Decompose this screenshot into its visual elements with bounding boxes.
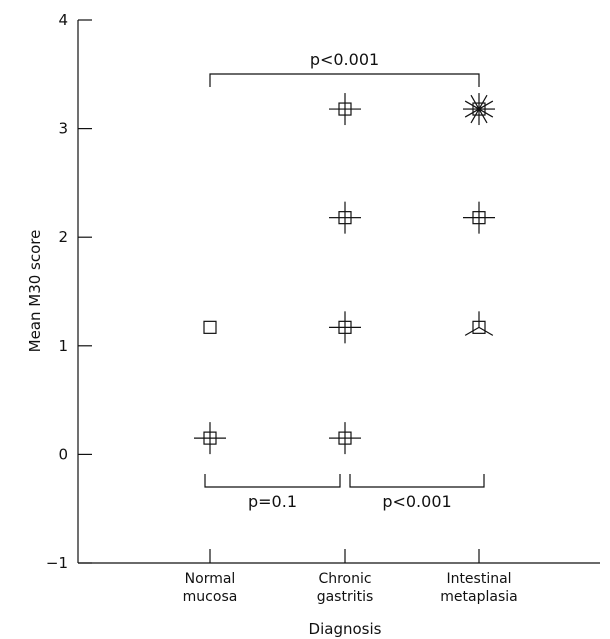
x-axis-title: Diagnosis xyxy=(309,620,382,638)
significance-label: p=0.1 xyxy=(248,492,297,511)
x-tick-label: Chronic xyxy=(318,571,371,587)
data-point xyxy=(194,422,226,455)
data-point xyxy=(464,311,494,336)
x-tick-label: metaplasia xyxy=(440,589,517,605)
data-point xyxy=(329,422,361,455)
data-point xyxy=(463,201,495,234)
significance-label: p<0.001 xyxy=(382,492,451,511)
significance-brackets: p<0.001 p=0.1 p<0.001 xyxy=(204,50,485,511)
x-tick-label: Normal xyxy=(185,571,236,587)
significance-bracket: p<0.001 xyxy=(209,50,480,87)
y-tick-label: 4 xyxy=(58,11,68,29)
data-point xyxy=(463,93,495,126)
data-point xyxy=(329,201,361,234)
axes xyxy=(77,20,600,564)
data-point xyxy=(329,311,361,344)
x-tick-label: mucosa xyxy=(183,589,238,605)
x-tick-label: gastritis xyxy=(317,589,374,605)
data-point xyxy=(203,320,217,334)
significance-bracket: p<0.001 xyxy=(349,474,485,511)
y-tick-label: −1 xyxy=(46,554,68,572)
data-point xyxy=(329,93,361,126)
y-axis-title: Mean M30 score xyxy=(26,230,44,353)
y-tick-label: 1 xyxy=(58,337,68,355)
significance-bracket: p=0.1 xyxy=(204,474,341,511)
data-points xyxy=(194,93,495,455)
significance-label: p<0.001 xyxy=(310,50,379,69)
y-tick-label: 3 xyxy=(58,120,68,138)
x-ticks: Normal mucosa Chronic gastritis Intestinal me… xyxy=(183,549,518,605)
y-tick-label: 0 xyxy=(58,445,68,463)
y-tick-label: 2 xyxy=(58,228,68,246)
y-ticks: −1 0 1 2 3 4 xyxy=(46,11,92,572)
x-tick-label: Intestinal xyxy=(446,571,511,587)
